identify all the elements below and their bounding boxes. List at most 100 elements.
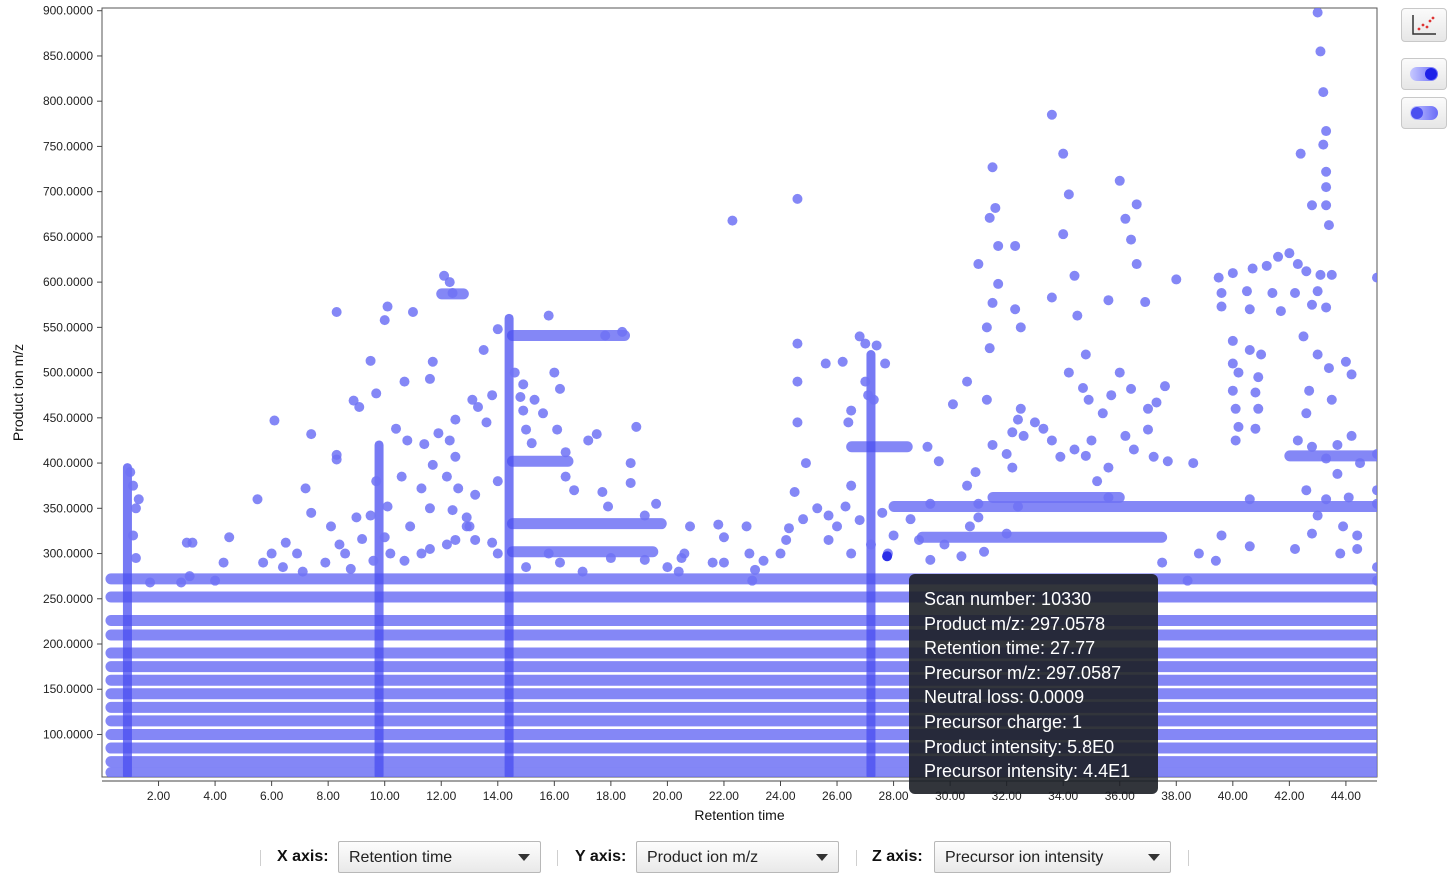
data-point[interactable]	[441, 539, 452, 550]
data-point[interactable]	[1250, 423, 1261, 434]
data-point[interactable]	[1372, 272, 1382, 283]
data-point[interactable]	[405, 521, 416, 532]
data-point[interactable]	[292, 548, 303, 559]
data-point[interactable]	[1007, 462, 1018, 473]
data-point[interactable]	[379, 315, 390, 326]
data-point[interactable]	[382, 501, 393, 512]
data-point[interactable]	[176, 577, 187, 588]
data-point[interactable]	[718, 557, 729, 568]
data-point[interactable]	[846, 480, 857, 491]
data-point[interactable]	[354, 401, 365, 412]
data-point[interactable]	[184, 571, 195, 582]
data-point[interactable]	[617, 326, 628, 337]
data-point[interactable]	[1306, 441, 1317, 452]
data-point[interactable]	[399, 555, 410, 566]
data-point[interactable]	[492, 324, 503, 335]
data-point[interactable]	[1072, 310, 1083, 321]
data-point[interactable]	[1131, 259, 1142, 270]
data-point[interactable]	[625, 477, 636, 488]
data-point[interactable]	[416, 483, 427, 494]
data-point[interactable]	[1159, 381, 1170, 392]
data-point[interactable]	[1010, 240, 1021, 251]
data-point[interactable]	[1312, 349, 1323, 360]
data-point[interactable]	[792, 193, 803, 204]
data-point[interactable]	[984, 343, 995, 354]
data-point[interactable]	[1103, 492, 1114, 503]
data-point[interactable]	[357, 534, 368, 545]
data-point[interactable]	[747, 575, 758, 586]
data-point[interactable]	[840, 501, 851, 512]
data-point[interactable]	[1103, 462, 1114, 473]
data-point[interactable]	[880, 358, 891, 369]
data-point[interactable]	[543, 310, 554, 321]
data-point[interactable]	[1069, 270, 1080, 281]
data-point[interactable]	[1227, 335, 1238, 346]
data-point[interactable]	[1306, 299, 1317, 310]
data-point[interactable]	[597, 487, 608, 498]
data-point[interactable]	[340, 548, 351, 559]
data-point[interactable]	[427, 356, 438, 367]
data-point[interactable]	[888, 530, 899, 541]
data-point[interactable]	[269, 415, 280, 426]
data-point[interactable]	[1216, 287, 1227, 298]
data-point[interactable]	[1126, 383, 1137, 394]
data-point[interactable]	[1301, 266, 1312, 277]
data-point[interactable]	[1086, 435, 1097, 446]
data-point[interactable]	[450, 534, 461, 545]
data-point[interactable]	[130, 503, 141, 514]
data-point[interactable]	[306, 507, 317, 518]
data-point[interactable]	[1077, 382, 1088, 393]
data-point[interactable]	[947, 399, 958, 410]
data-point[interactable]	[673, 566, 684, 577]
data-point[interactable]	[1120, 430, 1131, 441]
data-point[interactable]	[676, 553, 687, 564]
data-point[interactable]	[320, 557, 331, 568]
data-point[interactable]	[1010, 304, 1021, 315]
data-point[interactable]	[416, 548, 427, 559]
data-point[interactable]	[1352, 530, 1363, 541]
data-point[interactable]	[1275, 306, 1286, 317]
data-point[interactable]	[1321, 494, 1332, 505]
data-point[interactable]	[526, 438, 537, 449]
data-point[interactable]	[798, 514, 809, 525]
data-point[interactable]	[1241, 286, 1252, 297]
data-point[interactable]	[391, 423, 402, 434]
data-point[interactable]	[1092, 476, 1103, 487]
data-point[interactable]	[1335, 548, 1346, 559]
data-point[interactable]	[1080, 450, 1091, 461]
data-point[interactable]	[846, 548, 857, 559]
data-point[interactable]	[792, 376, 803, 387]
data-point[interactable]	[1143, 403, 1154, 414]
data-point[interactable]	[1346, 369, 1357, 380]
data-point[interactable]	[1301, 485, 1312, 496]
data-point[interactable]	[792, 417, 803, 428]
data-point[interactable]	[905, 514, 916, 525]
data-point[interactable]	[1001, 528, 1012, 539]
data-point[interactable]	[300, 483, 311, 494]
data-point[interactable]	[1298, 331, 1309, 342]
data-point[interactable]	[382, 301, 393, 312]
data-point[interactable]	[860, 338, 871, 349]
data-point[interactable]	[470, 489, 481, 500]
data-point[interactable]	[868, 394, 879, 405]
data-point[interactable]	[1182, 575, 1193, 586]
data-point[interactable]	[1210, 555, 1221, 566]
data-point[interactable]	[1304, 385, 1315, 396]
data-point[interactable]	[280, 537, 291, 548]
data-point[interactable]	[402, 435, 413, 446]
data-point[interactable]	[297, 566, 308, 577]
data-point[interactable]	[385, 548, 396, 559]
data-point[interactable]	[1346, 430, 1357, 441]
data-point[interactable]	[543, 548, 554, 559]
data-point[interactable]	[1321, 182, 1332, 193]
data-point[interactable]	[258, 557, 269, 568]
data-point[interactable]	[1315, 46, 1326, 57]
data-point[interactable]	[277, 562, 288, 573]
data-point[interactable]	[713, 519, 724, 530]
data-point[interactable]	[1038, 423, 1049, 434]
data-point[interactable]	[1233, 367, 1244, 378]
data-point[interactable]	[130, 553, 141, 564]
data-point[interactable]	[1323, 220, 1334, 231]
data-point[interactable]	[371, 476, 382, 487]
data-point[interactable]	[470, 534, 481, 545]
